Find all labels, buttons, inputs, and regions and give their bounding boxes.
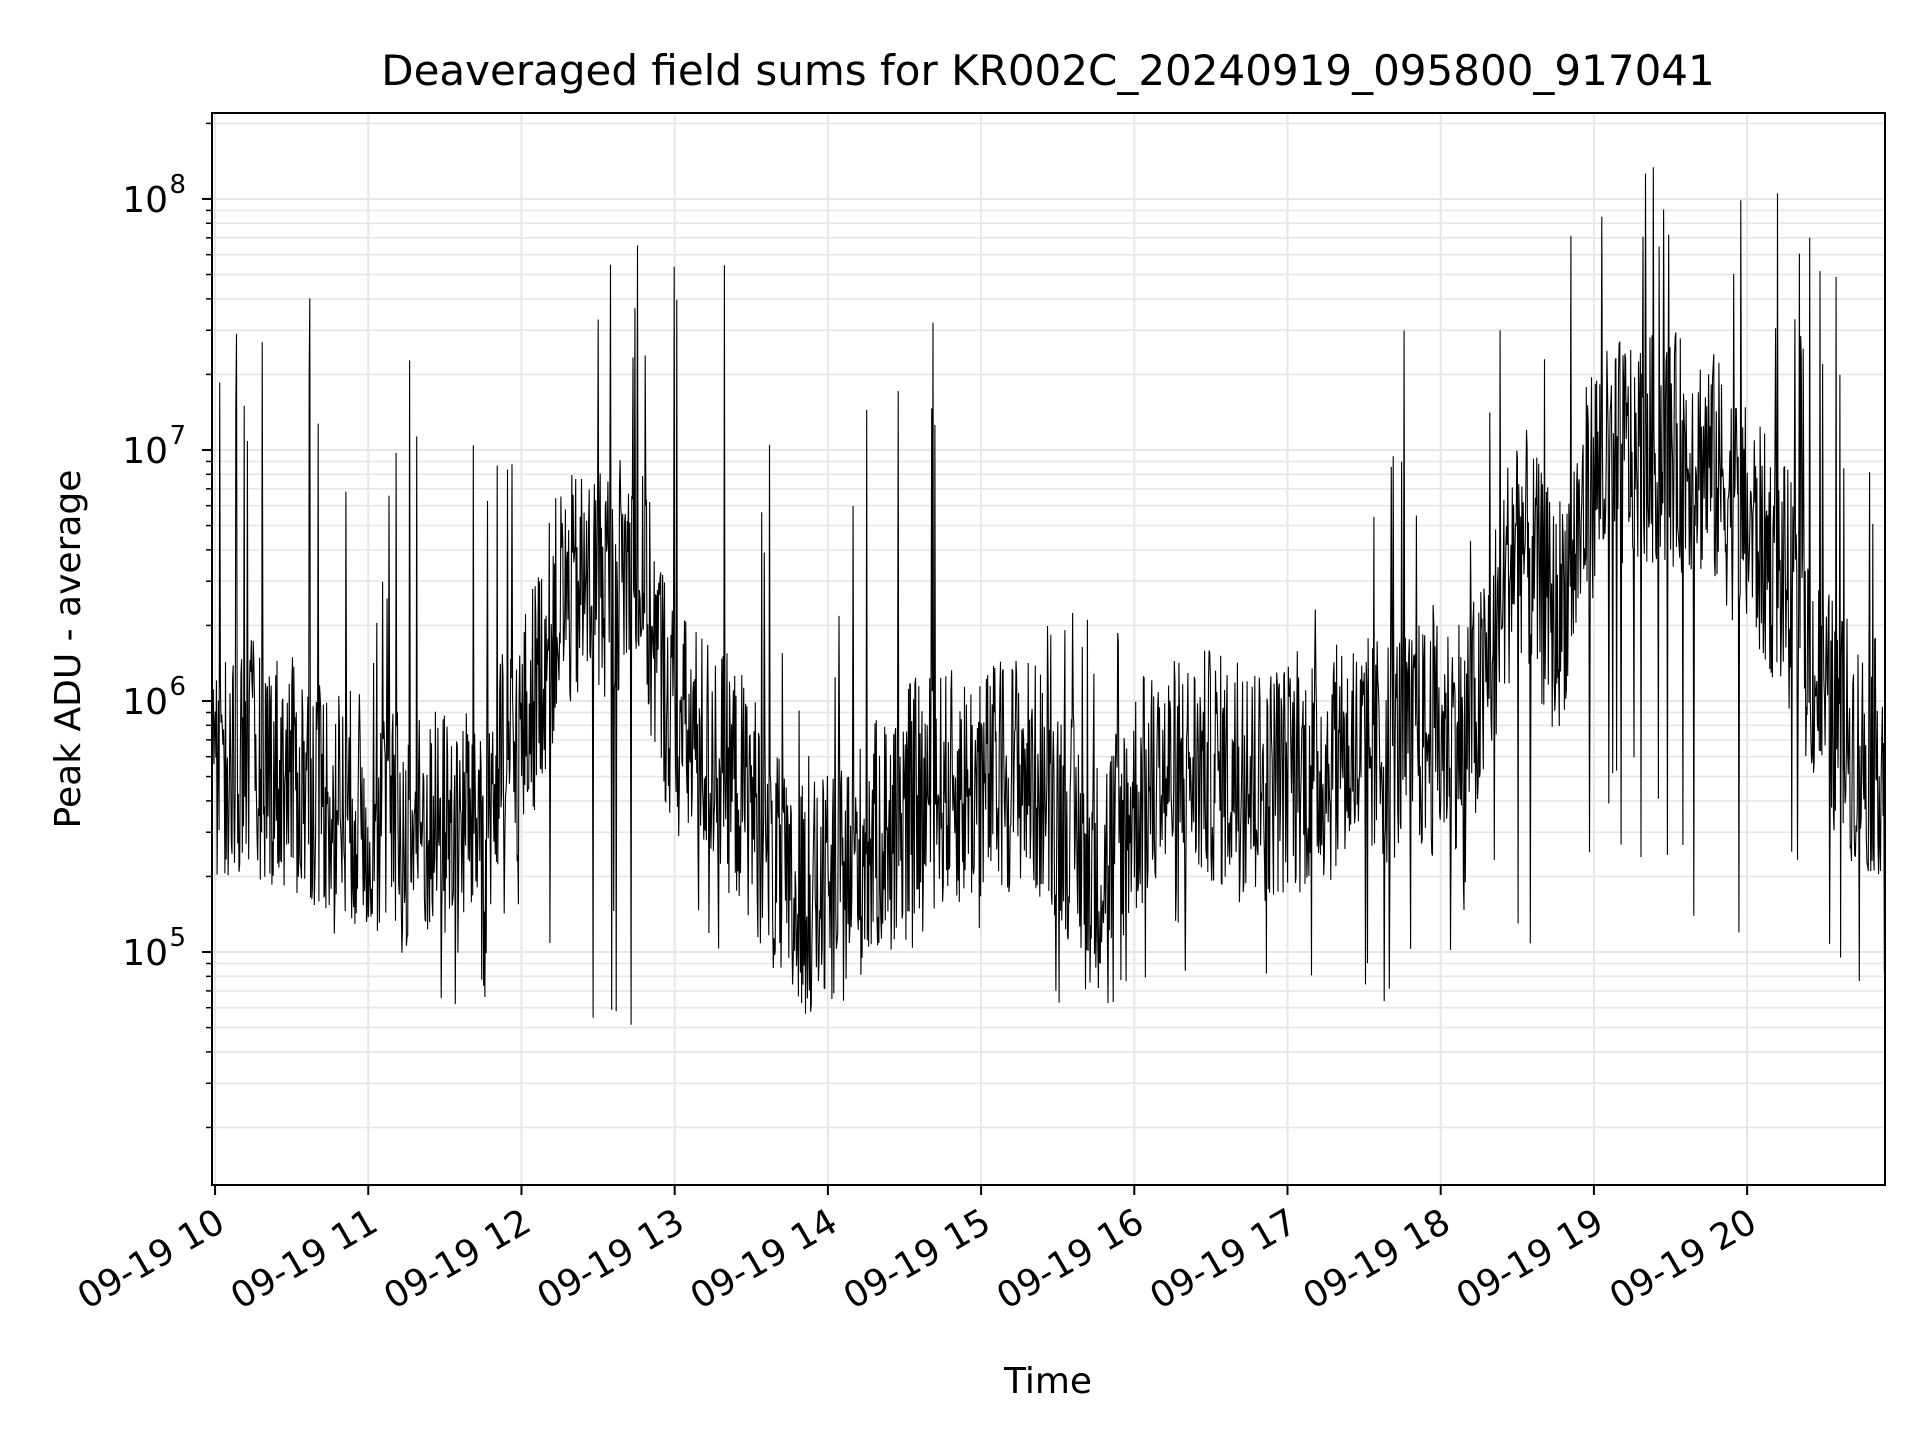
y-tick-label: 10 7 (122, 421, 186, 472)
y-tick-exponent: 6 (169, 672, 186, 702)
y-axis-label: Peak ADU - average (48, 470, 89, 829)
y-tick-base: 10 (122, 180, 168, 221)
chart-title: Deaveraged field sums for KR002C_2024091… (381, 46, 1715, 95)
y-tick-base: 10 (122, 933, 168, 974)
y-tick-base: 10 (122, 431, 168, 472)
data-layer (211, 167, 1886, 1025)
y-tick-exponent: 7 (169, 421, 186, 451)
y-tick-label: 10 6 (122, 672, 186, 723)
y-tick-label: 10 8 (122, 170, 186, 221)
plot-frame (211, 112, 1886, 1186)
series-line (211, 167, 1886, 1025)
y-tick-exponent: 8 (169, 170, 186, 200)
y-tick-base: 10 (122, 682, 168, 723)
y-tick-label: 10 5 (122, 923, 186, 974)
y-tick-exponent: 5 (169, 923, 186, 953)
x-axis-label: Time (1003, 1361, 1092, 1402)
